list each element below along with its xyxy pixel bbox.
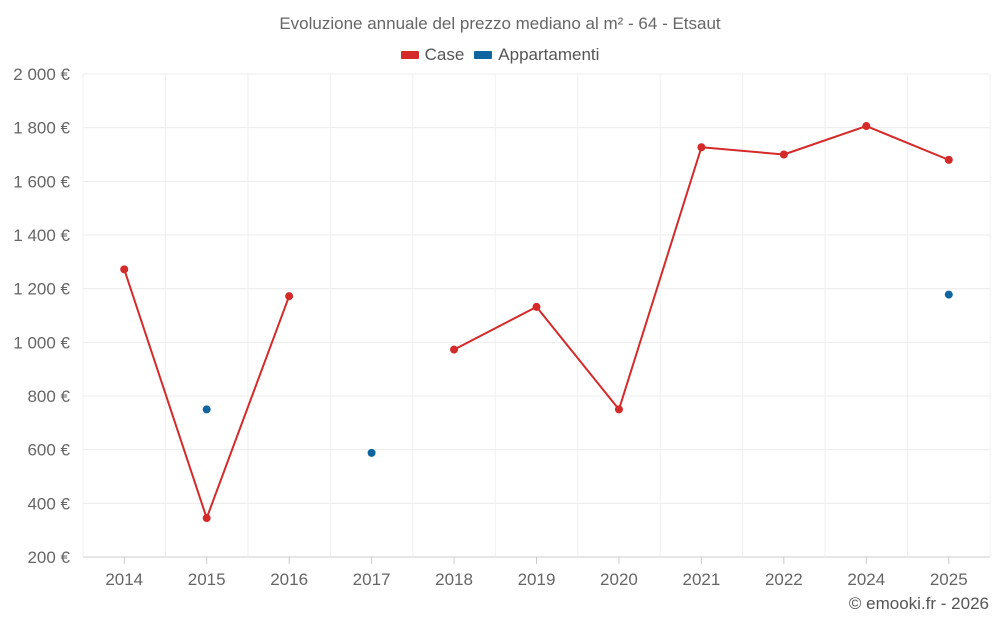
data-point-case-2018[interactable] — [450, 345, 459, 354]
data-point-appartamenti-2017[interactable] — [367, 448, 376, 457]
data-point-case-2024[interactable] — [862, 122, 871, 131]
x-tick-label: 2020 — [600, 570, 638, 589]
legend-swatch-appartamenti — [474, 51, 493, 59]
data-point-case-2016[interactable] — [285, 292, 294, 301]
credit-text: © emooki.fr - 2026 — [848, 594, 989, 613]
y-tick-label: 1 200 € — [13, 280, 70, 299]
y-tick-label: 2 000 € — [13, 65, 70, 84]
y-tick-label: 800 € — [27, 387, 70, 406]
y-tick-label: 1 000 € — [13, 333, 70, 352]
x-tick-label: 2024 — [847, 570, 885, 589]
data-point-appartamenti-2015[interactable] — [202, 405, 211, 414]
y-tick-label: 1 600 € — [13, 172, 70, 191]
data-point-case-2014[interactable] — [120, 265, 129, 274]
data-point-case-2020[interactable] — [614, 405, 623, 414]
x-tick-label: 2021 — [682, 570, 720, 589]
x-tick-label: 2025 — [930, 570, 968, 589]
x-tick-label: 2022 — [765, 570, 803, 589]
data-point-case-2019[interactable] — [532, 302, 541, 311]
series-line-case — [123, 269, 291, 520]
x-tick-label: 2019 — [518, 570, 556, 589]
chart-title: Evoluzione annuale del prezzo mediano al… — [279, 14, 721, 33]
legend-item-appartamenti[interactable]: Appartamenti — [474, 45, 599, 65]
legend-label-appartamenti: Appartamenti — [498, 45, 600, 64]
y-tick-label: 1 800 € — [13, 119, 70, 138]
data-point-case-2025[interactable] — [944, 155, 953, 164]
y-tick-label: 1 400 € — [13, 226, 70, 245]
data-point-case-2015[interactable] — [202, 514, 211, 523]
data-point-case-2022[interactable] — [779, 150, 788, 159]
legend-item-case[interactable]: Case — [400, 45, 465, 65]
x-tick-label: 2016 — [270, 570, 308, 589]
y-tick-label: 600 € — [27, 441, 70, 460]
y-tick-label: 400 € — [27, 494, 70, 513]
data-point-appartamenti-2025[interactable] — [944, 290, 953, 299]
x-tick-label: 2014 — [105, 570, 143, 589]
data-point-case-2021[interactable] — [697, 143, 706, 152]
legend-label-case: Case — [424, 45, 465, 64]
y-tick-label: 200 € — [27, 548, 70, 567]
legend: Case Appartamenti — [0, 45, 1000, 65]
x-tick-label: 2015 — [188, 570, 226, 589]
legend-swatch-case — [400, 51, 419, 59]
x-tick-label: 2018 — [435, 570, 473, 589]
x-tick-label: 2017 — [353, 570, 391, 589]
series-line-case — [453, 125, 950, 411]
